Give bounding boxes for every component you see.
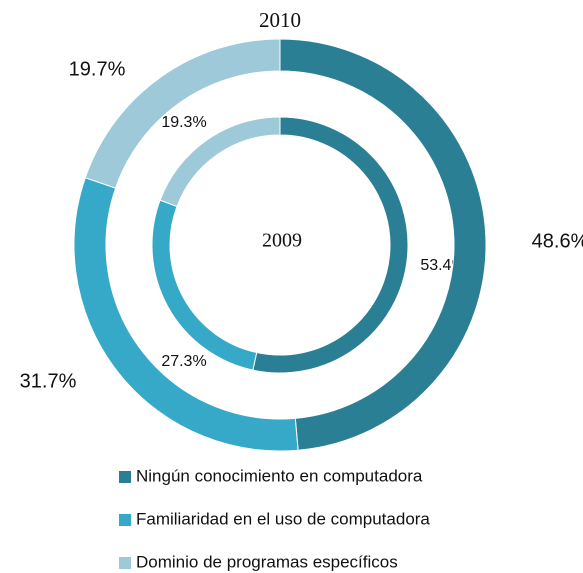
donut-segment <box>159 116 281 208</box>
data-label: 31.7% <box>20 370 77 392</box>
legend-swatch <box>119 514 131 526</box>
data-label: 19.7% <box>69 58 126 80</box>
legend-swatch <box>119 471 131 483</box>
legend-swatch <box>119 557 131 569</box>
data-label: 19.3% <box>161 114 206 131</box>
legend-label: Familiaridad en el uso de computadora <box>136 509 430 528</box>
ring-label: 2009 <box>262 230 302 252</box>
legend-label: Ningún conocimiento en computadora <box>136 466 423 485</box>
ring-label: 2010 <box>259 8 301 32</box>
donut-segment <box>279 38 487 451</box>
legend-label: Dominio de programas específicos <box>136 552 398 571</box>
donut-segment <box>84 38 281 189</box>
donut-segment <box>151 199 258 371</box>
data-label: 27.3% <box>161 353 206 370</box>
data-label: 48.6% <box>532 230 583 252</box>
